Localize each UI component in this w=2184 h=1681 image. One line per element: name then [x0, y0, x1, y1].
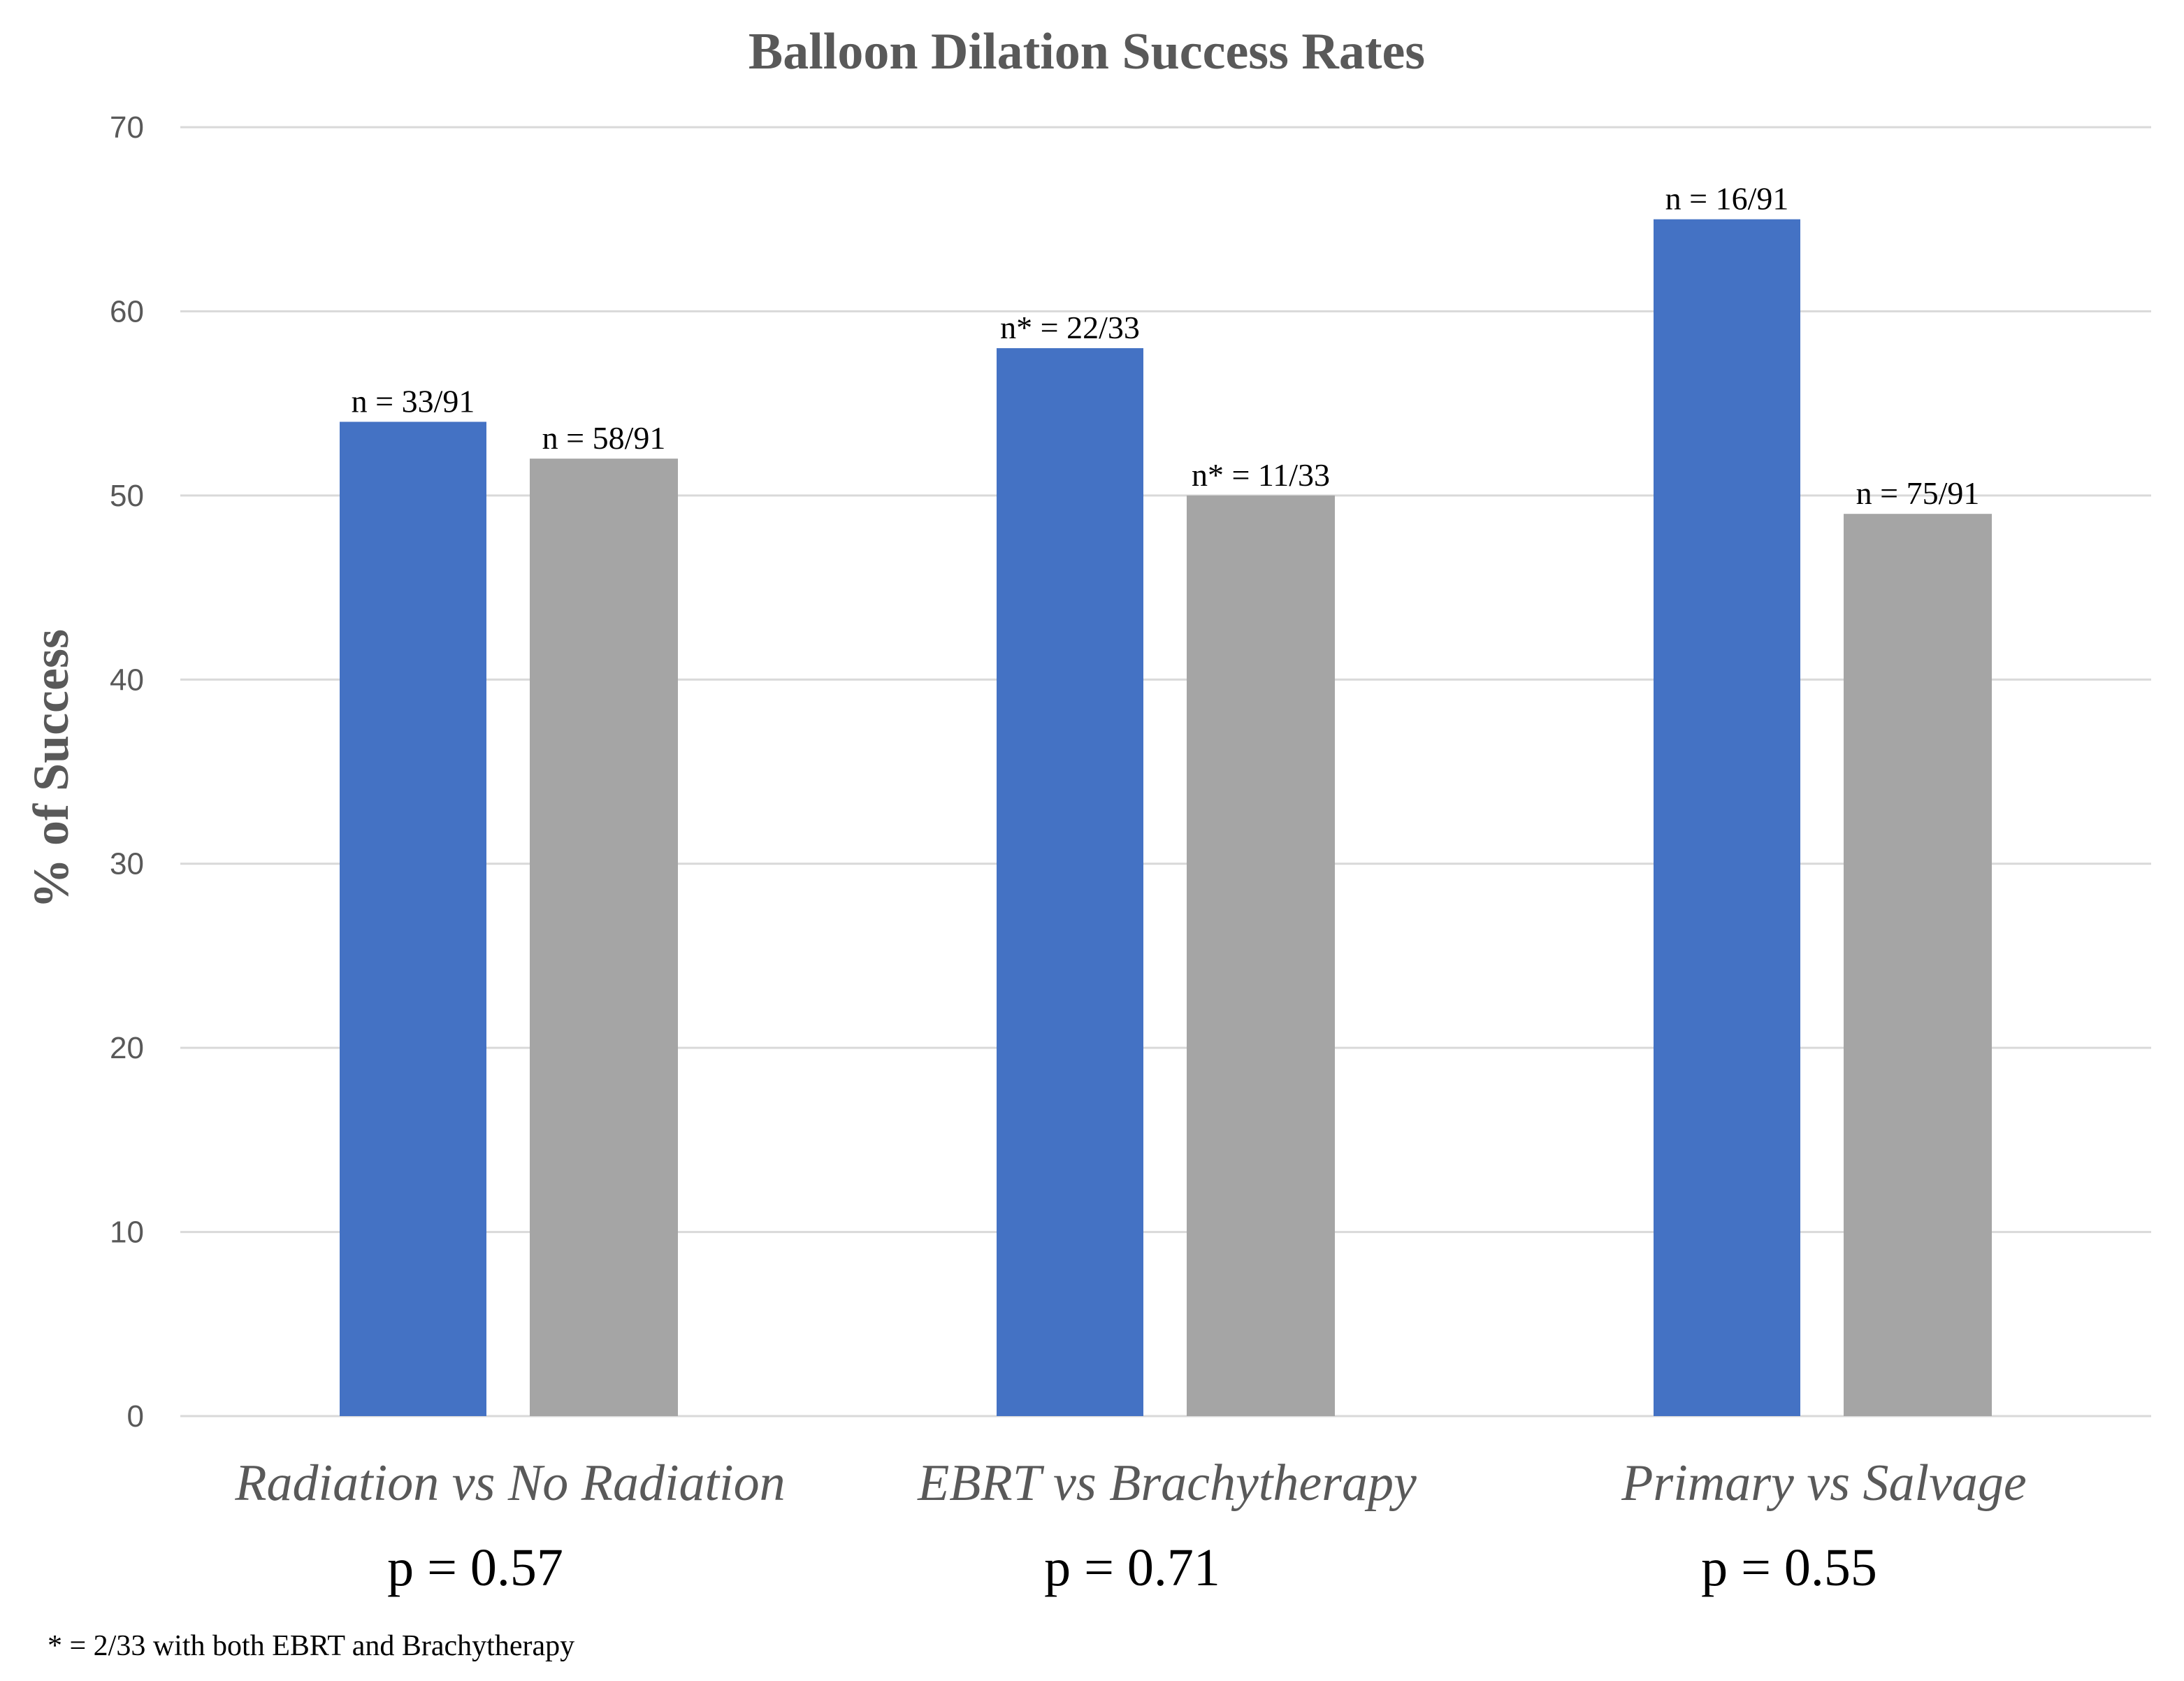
- data-label: n = 58/91: [542, 420, 666, 456]
- data-label: n = 75/91: [1856, 475, 1980, 511]
- gridlines: [180, 126, 2151, 1417]
- category-labels: Radiation vs No Radiation p = 0.57 EBRT vs…: [234, 1455, 2026, 1597]
- bar: [340, 421, 486, 1416]
- data-label: n* = 11/33: [1192, 457, 1330, 493]
- y-tick-label: 20: [110, 1031, 144, 1065]
- data-labels: n = 33/91 n = 58/91 n* = 22/33 n* = 11/33 n …: [352, 181, 1980, 511]
- y-tick-label: 70: [110, 110, 144, 145]
- bar: [1844, 514, 1992, 1417]
- y-tick-label: 60: [110, 294, 144, 329]
- y-tick-label: 10: [110, 1215, 144, 1250]
- y-tick-label: 40: [110, 663, 144, 697]
- category-label: Primary vs Salvage: [1621, 1455, 2027, 1512]
- category-label: EBRT vs Brachytherapy: [917, 1455, 1417, 1512]
- y-axis-title: % of Success: [23, 629, 79, 909]
- chart-title: Balloon Dilation Success Rates: [749, 23, 1425, 80]
- bar: [530, 459, 678, 1417]
- p-value-label: p = 0.57: [387, 1538, 563, 1597]
- y-tick-label: 50: [110, 479, 144, 513]
- y-axis-ticks: 0 10 20 30 40 50 60 70: [110, 110, 144, 1434]
- bar: [997, 348, 1143, 1417]
- data-label: n* = 22/33: [1000, 310, 1140, 345]
- y-tick-label: 30: [110, 847, 144, 881]
- bar: [1654, 219, 1800, 1416]
- data-label: n = 33/91: [352, 383, 475, 419]
- footnote: * = 2/33 with both EBRT and Brachytherap…: [48, 1630, 574, 1662]
- p-value-label: p = 0.71: [1044, 1538, 1220, 1597]
- y-tick-label: 0: [127, 1399, 144, 1434]
- data-label: n = 16/91: [1665, 181, 1789, 217]
- bars: [340, 219, 1992, 1417]
- p-value-label: p = 0.55: [1701, 1538, 1877, 1597]
- bar: [1187, 495, 1335, 1416]
- category-label: Radiation vs No Radiation: [234, 1455, 785, 1512]
